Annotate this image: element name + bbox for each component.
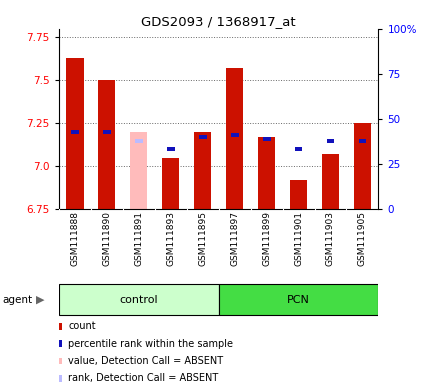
Title: GDS2093 / 1368917_at: GDS2093 / 1368917_at [141, 15, 295, 28]
Text: GSM111891: GSM111891 [134, 212, 143, 266]
Text: count: count [68, 321, 95, 331]
Bar [98, 80, 115, 209]
Text: GSM111901: GSM111901 [293, 212, 302, 266]
Bar [225, 68, 243, 209]
Text: control: control [119, 295, 158, 305]
Bar [262, 137, 270, 141]
Bar [257, 137, 275, 209]
Text: agent: agent [2, 295, 32, 305]
Bar [326, 139, 334, 142]
Bar [353, 123, 370, 209]
Text: percentile rank within the sample: percentile rank within the sample [68, 339, 233, 349]
Bar [194, 132, 211, 209]
Bar [166, 147, 174, 151]
Bar [71, 130, 79, 134]
Bar [321, 154, 339, 209]
Text: GSM111905: GSM111905 [357, 212, 366, 266]
Bar [102, 130, 110, 134]
Text: GSM111893: GSM111893 [166, 212, 175, 266]
Bar [358, 139, 365, 142]
FancyBboxPatch shape [59, 284, 218, 315]
Bar [294, 147, 302, 151]
Bar [289, 180, 306, 209]
FancyBboxPatch shape [218, 284, 378, 315]
Bar [161, 158, 179, 209]
Text: GSM111890: GSM111890 [102, 212, 111, 266]
Bar [230, 133, 238, 137]
Bar [130, 132, 147, 209]
Bar [66, 58, 83, 209]
Text: rank, Detection Call = ABSENT: rank, Detection Call = ABSENT [68, 373, 218, 383]
Bar [135, 139, 142, 142]
Text: GSM111899: GSM111899 [261, 212, 270, 266]
Text: ▶: ▶ [36, 295, 44, 305]
Text: PCN: PCN [286, 295, 309, 305]
Text: value, Detection Call = ABSENT: value, Detection Call = ABSENT [68, 356, 223, 366]
Text: GSM111903: GSM111903 [325, 212, 334, 266]
Bar [198, 135, 206, 139]
Text: GSM111895: GSM111895 [197, 212, 207, 266]
Text: GSM111888: GSM111888 [70, 212, 79, 266]
Text: GSM111897: GSM111897 [230, 212, 239, 266]
